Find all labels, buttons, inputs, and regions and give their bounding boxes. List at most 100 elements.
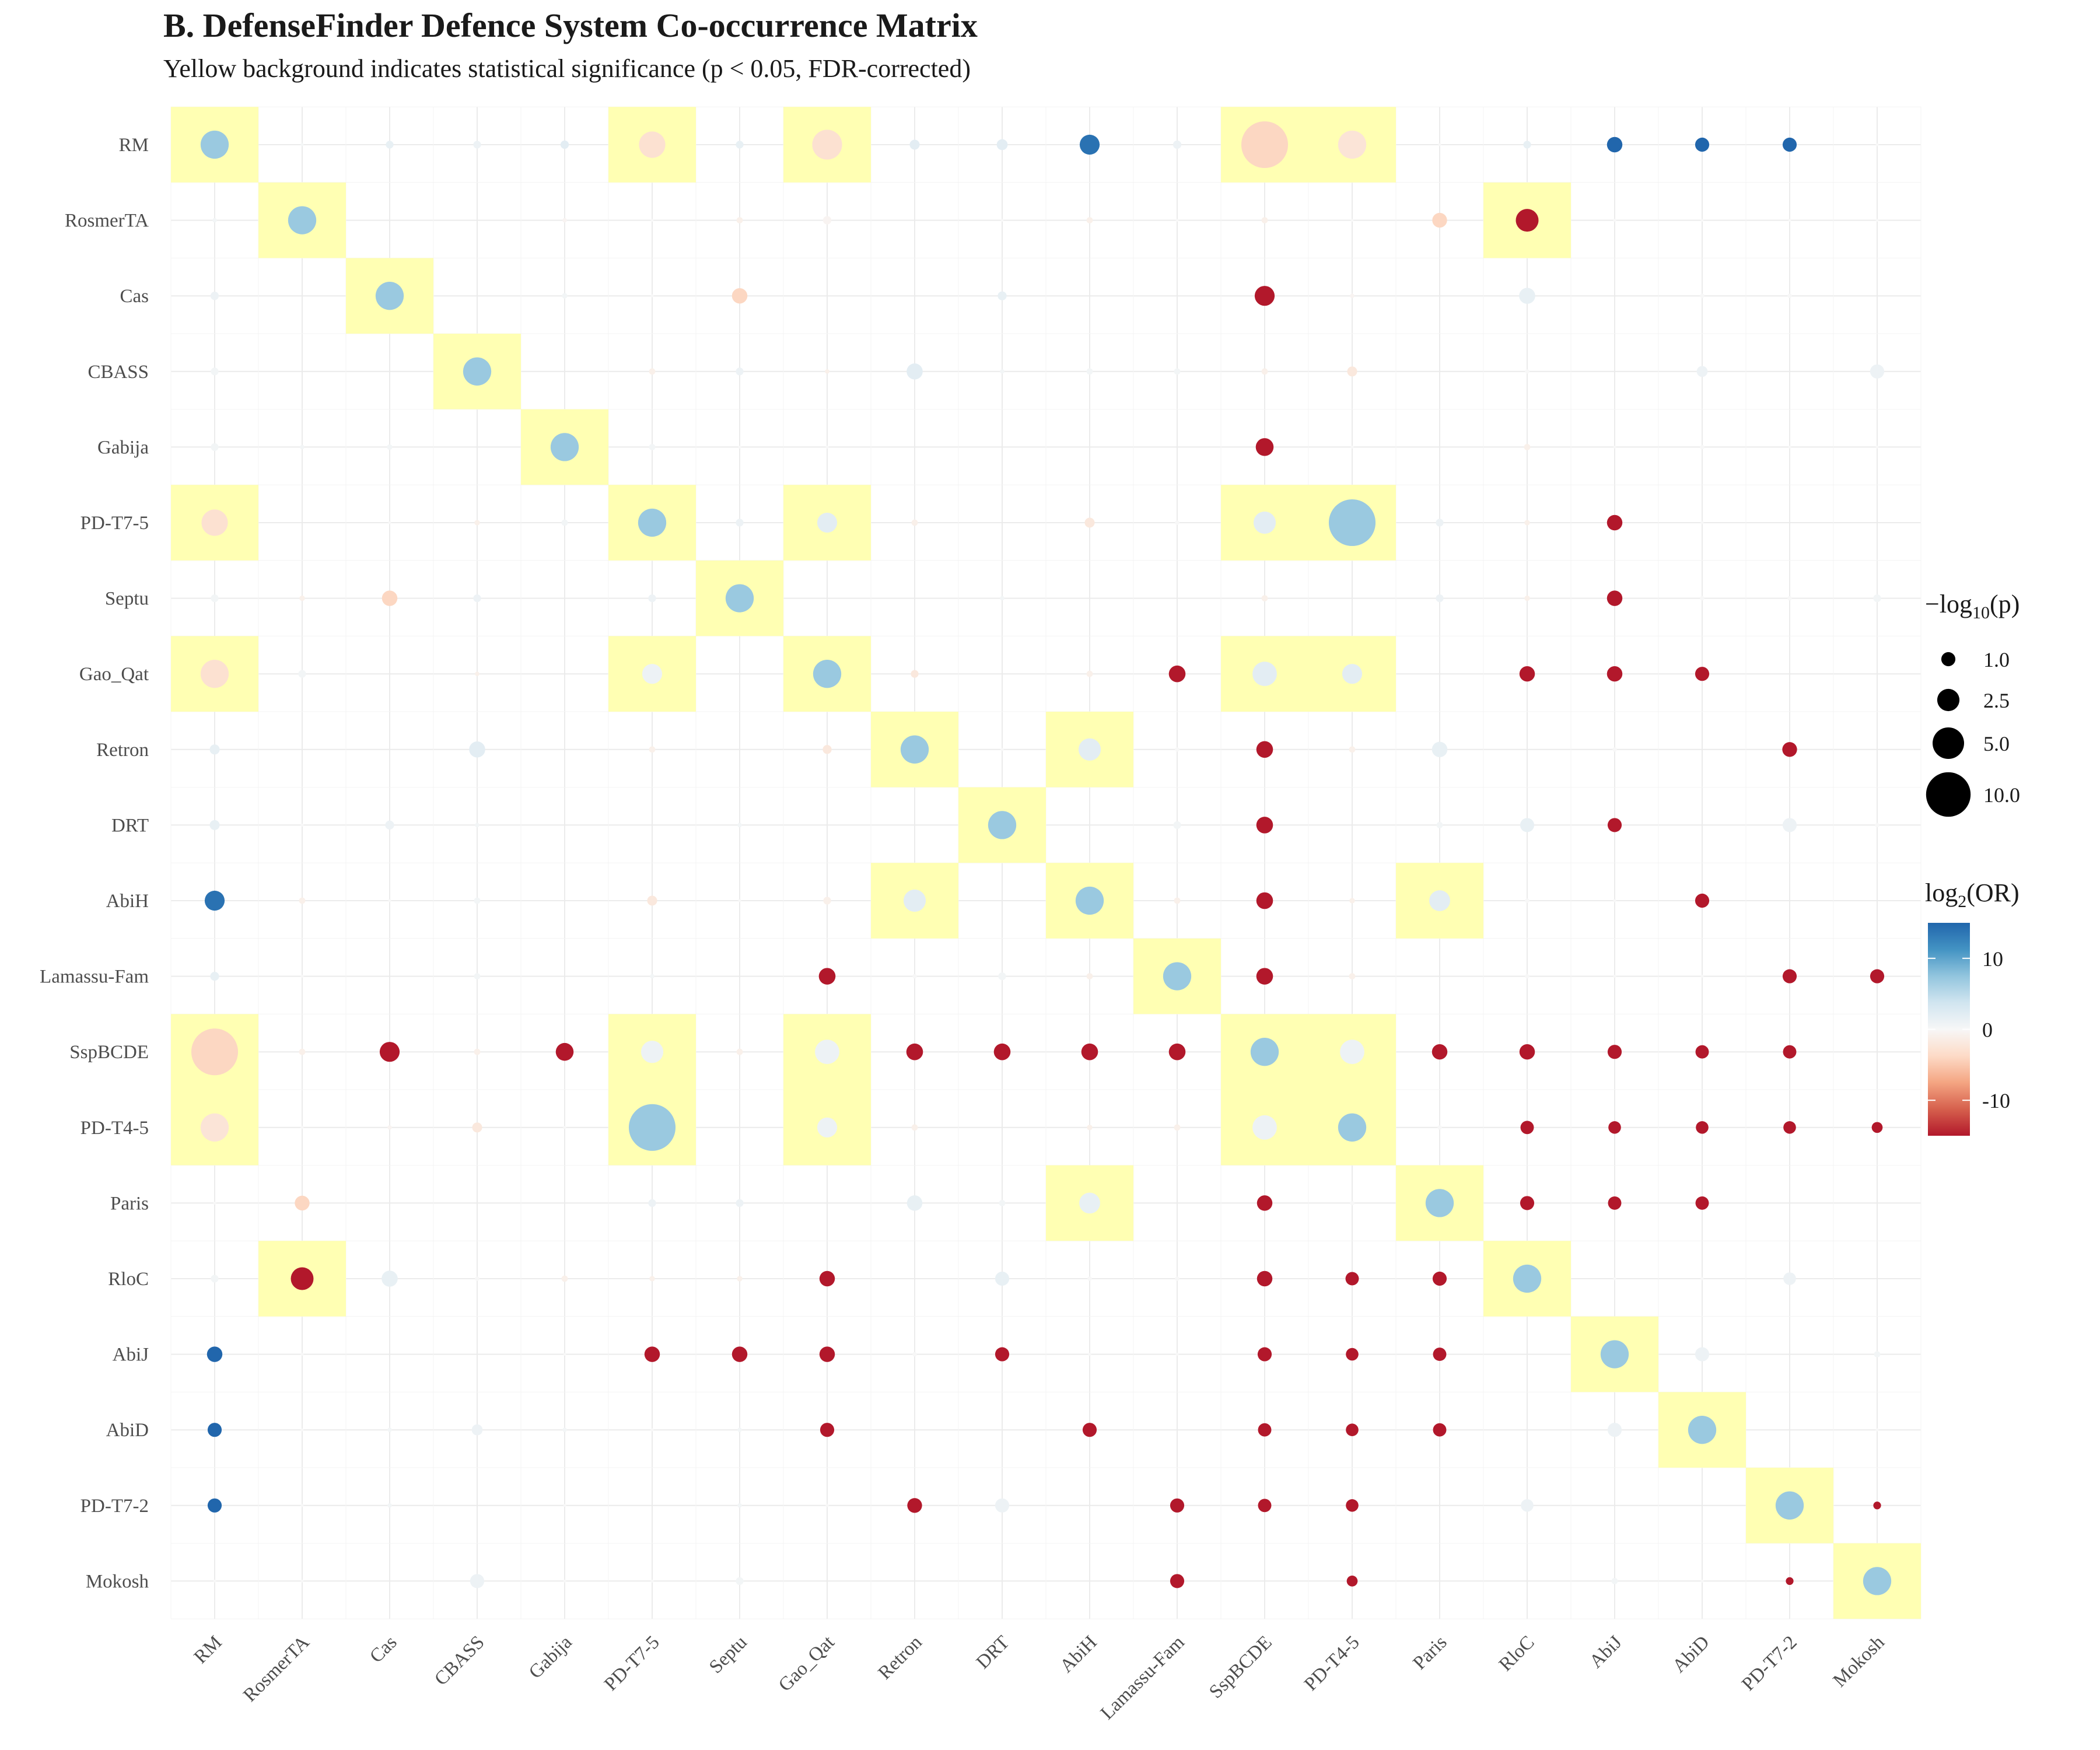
bubble-CBASS-PD-T7-5	[649, 368, 656, 375]
bubble-RloC-RM	[211, 1275, 219, 1283]
bubble-Paris-Retron	[907, 1195, 923, 1211]
bubble-RM-Septu	[736, 141, 744, 149]
bubble-AbiJ-Paris	[1433, 1348, 1447, 1362]
bubble-AbiJ-PD-T7-5	[644, 1346, 660, 1362]
bubble-RM-AbiD	[1695, 137, 1710, 152]
bubble-CBASS-RM	[211, 368, 219, 376]
bubble-RloC-PD-T4-5	[1345, 1272, 1359, 1286]
bubble-DRT-Cas	[385, 820, 394, 830]
y-tick-label: AbiH	[106, 891, 149, 912]
bubble-Gabija-Mokosh	[1875, 445, 1879, 449]
bubble-Mokosh-PD-T7-2	[1786, 1577, 1794, 1586]
bubble-RosmerTA-Septu	[736, 217, 743, 224]
size-legend-label: 10.0	[1983, 783, 2020, 807]
bubble-CBASS-Lamassu-Fam	[1174, 368, 1181, 375]
bubble-RloC-RosmerTA	[290, 1267, 314, 1290]
bubble-AbiJ-Gabija	[563, 1353, 566, 1356]
bubble-RM-RM	[200, 130, 229, 159]
bubble-Retron-Gao_Qat	[822, 745, 832, 754]
y-tick-label: Gabija	[97, 437, 149, 458]
bubble-CBASS-Mokosh	[1870, 364, 1885, 379]
y-tick-label: Lamassu-Fam	[40, 967, 149, 988]
bubble-Lamassu-Fam-CBASS	[474, 973, 481, 979]
bubble-Mokosh-Mokosh	[1863, 1567, 1892, 1595]
bubble-CBASS-Gao_Qat	[825, 369, 830, 374]
bubble-PD-T7-2-PD-T4-5	[1346, 1499, 1359, 1512]
y-tick-label: DRT	[111, 815, 149, 836]
bubble-Retron-DRT	[1000, 748, 1004, 751]
bubble-CBASS-CBASS	[463, 357, 492, 386]
bubble-Retron-CBASS	[469, 741, 485, 758]
color-legend-title: log2(OR)	[1925, 878, 2020, 911]
bubble-Septu-Cas	[382, 590, 398, 606]
bubble-SspBCDE-CBASS	[474, 1048, 481, 1055]
bubble-AbiJ-Mokosh	[1874, 1351, 1881, 1358]
bubble-Lamassu-Fam-SspBCDE	[1256, 968, 1273, 985]
bubble-Cas-PD-T7-2	[1787, 293, 1792, 299]
bubble-Gao_Qat-AbiD	[1695, 667, 1710, 681]
bubble-AbiD-SspBCDE	[1258, 1423, 1272, 1437]
bubble-RloC-PD-T7-2	[1783, 1272, 1796, 1285]
bubble-PD-T4-5-PD-T7-5	[628, 1104, 676, 1151]
bubble-AbiJ-PD-T4-5	[1346, 1348, 1359, 1361]
bubble-Gao_Qat-Retron	[911, 670, 919, 678]
bubble-Lamassu-Fam-DRT	[998, 972, 1006, 981]
bubble-RosmerTA-SspBCDE	[1261, 217, 1268, 224]
bubble-RloC-Septu	[737, 1276, 743, 1282]
bubble-SspBCDE-Septu	[736, 1048, 743, 1055]
bubble-SspBCDE-Retron	[906, 1043, 923, 1060]
bubble-Lamassu-Fam-AbiH	[1086, 973, 1093, 979]
y-tick-label: PD-T4-5	[80, 1118, 149, 1139]
bubble-Paris-RosmerTA	[295, 1195, 310, 1211]
bubble-RM-Retron	[909, 139, 920, 150]
bubble-Lamassu-Fam-AbiJ	[1613, 974, 1616, 978]
bubble-AbiD-Cas	[387, 1427, 392, 1433]
bubble-Gao_Qat-PD-T4-5	[1342, 664, 1363, 684]
y-tick-label: RM	[119, 135, 149, 156]
bubble-PD-T7-5-CBASS	[474, 520, 480, 526]
bubble-DRT-RloC	[1520, 818, 1535, 832]
bubble-DRT-Paris	[1436, 821, 1443, 828]
bubble-PD-T7-5-Lamassu-Fam	[1175, 520, 1180, 525]
bubble-Gabija-Septu	[738, 445, 741, 449]
bubble-Lamassu-Fam-Gao_Qat	[818, 968, 836, 985]
bubble-Cas-Septu	[732, 288, 748, 304]
x-tick-label: Gao_Qat	[775, 1632, 839, 1696]
bubble-Mokosh-Septu	[736, 1577, 744, 1586]
bubble-Septu-Septu	[725, 584, 754, 612]
bubble-Mokosh-PD-T7-5	[650, 1579, 654, 1583]
bubble-AbiD-RM	[207, 1423, 222, 1437]
bubble-Septu-CBASS	[473, 594, 481, 603]
bubble-Mokosh-RM	[213, 1579, 216, 1583]
bubble-RM-Paris	[1438, 143, 1441, 146]
bubble-CBASS-RloC	[1525, 369, 1530, 374]
color-legend-label: 0	[1982, 1019, 1993, 1042]
bubble-PD-T7-5-PD-T4-5	[1328, 499, 1376, 547]
bubble-PD-T4-5-Lamassu-Fam	[1174, 1124, 1181, 1131]
bubble-Cas-PD-T4-5	[1350, 293, 1354, 299]
x-tick-label: PD-T7-5	[600, 1632, 663, 1695]
bubble-PD-T4-5-AbiJ	[1608, 1121, 1621, 1134]
y-tick-label: PD-T7-2	[80, 1496, 149, 1517]
bubble-Lamassu-Fam-PD-T4-5	[1349, 973, 1356, 979]
bubble-RloC-Cas	[382, 1270, 398, 1287]
bubble-AbiD-Gabija	[562, 1427, 567, 1433]
bubble-AbiH-Gao_Qat	[823, 897, 831, 905]
bubble-AbiD-AbiH	[1082, 1423, 1097, 1437]
bubble-PD-T4-5-Retron	[911, 1124, 918, 1131]
bubble-Gao_Qat-RloC	[1519, 666, 1535, 682]
bubble-DRT-CBASS	[475, 822, 480, 828]
bubble-RosmerTA-Lamassu-Fam	[1175, 219, 1179, 222]
bubble-PD-T7-2-PD-T7-2	[1775, 1491, 1804, 1520]
bubble-Paris-PD-T7-5	[648, 1199, 656, 1208]
bubble-Paris-Paris	[1425, 1189, 1454, 1217]
size-legend-label: 1.0	[1983, 648, 2010, 671]
bubble-RM-DRT	[996, 139, 1008, 150]
bubble-Paris-AbiD	[1695, 1196, 1709, 1210]
bubble-Retron-AbiH	[1078, 738, 1101, 761]
bubble-PD-T4-5-RloC	[1520, 1121, 1534, 1135]
bubble-AbiH-RM	[204, 890, 225, 911]
x-tick-label: Mokosh	[1829, 1632, 1889, 1691]
bubble-PD-T7-5-Gabija	[561, 519, 568, 526]
